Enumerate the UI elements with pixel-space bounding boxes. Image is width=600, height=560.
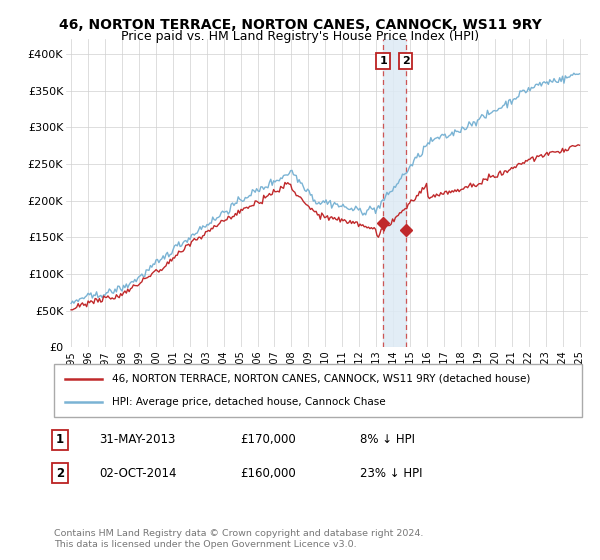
- Text: 46, NORTON TERRACE, NORTON CANES, CANNOCK, WS11 9RY (detached house): 46, NORTON TERRACE, NORTON CANES, CANNOC…: [112, 374, 530, 384]
- Bar: [383, 39, 406, 347]
- Text: £160,000: £160,000: [240, 466, 296, 480]
- Text: 1: 1: [56, 433, 64, 446]
- Text: 2: 2: [402, 56, 410, 66]
- Text: HPI: Average price, detached house, Cannock Chase: HPI: Average price, detached house, Cann…: [112, 397, 386, 407]
- Text: £170,000: £170,000: [240, 433, 296, 446]
- Text: Contains HM Land Registry data © Crown copyright and database right 2024.
This d: Contains HM Land Registry data © Crown c…: [54, 529, 424, 549]
- Text: 46, NORTON TERRACE, NORTON CANES, CANNOCK, WS11 9RY: 46, NORTON TERRACE, NORTON CANES, CANNOC…: [59, 18, 541, 32]
- Text: 23% ↓ HPI: 23% ↓ HPI: [360, 466, 422, 480]
- Text: 02-OCT-2014: 02-OCT-2014: [99, 466, 176, 480]
- Text: 8% ↓ HPI: 8% ↓ HPI: [360, 433, 415, 446]
- FancyBboxPatch shape: [54, 364, 582, 417]
- Text: 1: 1: [379, 56, 387, 66]
- Text: 2: 2: [56, 466, 64, 480]
- Text: 31-MAY-2013: 31-MAY-2013: [99, 433, 175, 446]
- Text: Price paid vs. HM Land Registry's House Price Index (HPI): Price paid vs. HM Land Registry's House …: [121, 30, 479, 43]
